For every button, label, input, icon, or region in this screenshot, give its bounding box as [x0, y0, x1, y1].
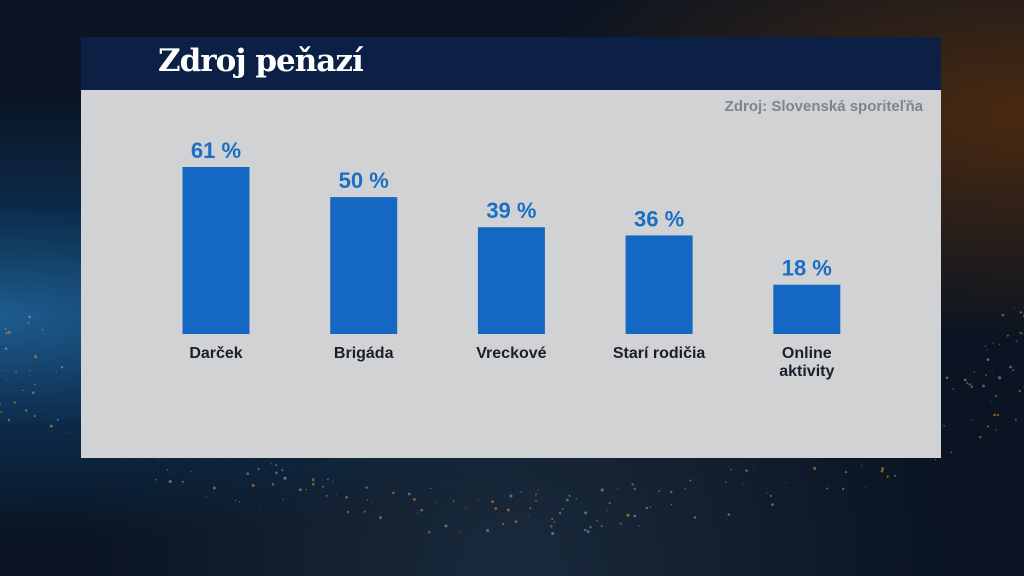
category-label: Starí rodičia	[613, 345, 706, 362]
category-label: Online	[782, 345, 832, 362]
bar	[625, 235, 693, 334]
bar	[477, 227, 545, 334]
value-label: 61 %	[191, 138, 241, 163]
value-label: 18 %	[782, 256, 832, 281]
category-label: Brigáda	[334, 345, 394, 362]
bar	[182, 167, 250, 334]
category-label: Darček	[189, 345, 242, 362]
header-bar: Zdroj peňazí	[81, 37, 941, 90]
bar	[773, 284, 841, 334]
bar	[330, 197, 398, 334]
value-label: 50 %	[339, 168, 389, 193]
page-title: Zdroj peňazí	[158, 43, 364, 79]
value-label: 36 %	[634, 206, 684, 231]
bar-chart: 61 % Darček 50 % Brigáda 39 % Vreckové 36 % Sta…	[182, 138, 841, 380]
source-note: Zdroj: Slovenská sporiteľňa	[724, 98, 923, 115]
category-label: Vreckové	[476, 345, 546, 362]
category-label: aktivity	[779, 363, 834, 380]
value-label: 39 %	[486, 198, 536, 223]
chart-panel: Zdroj peňazí Zdroj: Slovenská sporiteľňa…	[81, 37, 941, 458]
